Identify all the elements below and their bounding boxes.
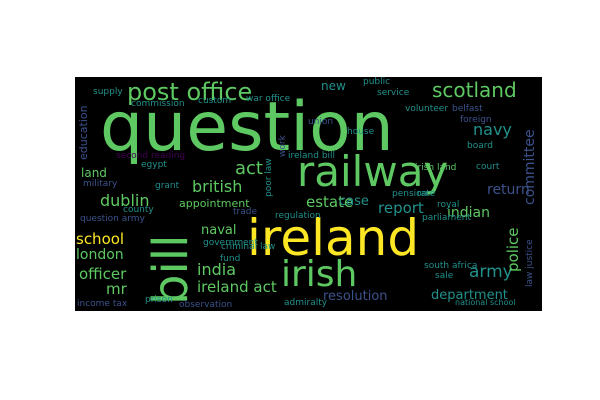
word-post-office: post office bbox=[127, 78, 253, 106]
word-grant: grant bbox=[155, 181, 180, 191]
word-act: act bbox=[235, 158, 263, 179]
word-new: new bbox=[321, 79, 346, 93]
word-public: public bbox=[363, 77, 391, 87]
word-cloud: question ireland railway bill irish post… bbox=[75, 77, 542, 311]
word-south-africa: south africa bbox=[424, 261, 478, 271]
word-poor-law: poor law bbox=[264, 158, 274, 197]
word-second-reading: second reading bbox=[116, 151, 186, 161]
word-government: government bbox=[203, 238, 258, 248]
word-trade: trade bbox=[233, 207, 257, 217]
word-estate: estate bbox=[306, 193, 354, 211]
word-department: department bbox=[431, 288, 508, 303]
word-union: union bbox=[308, 117, 334, 127]
word-report: report bbox=[378, 199, 424, 217]
word-war-office: war office bbox=[246, 94, 291, 104]
word-land: land bbox=[81, 166, 107, 180]
word-egypt: egypt bbox=[141, 160, 167, 170]
word-mr: mr bbox=[106, 280, 127, 298]
word-law-justice: law justice bbox=[525, 239, 535, 287]
word-london: london bbox=[76, 247, 124, 263]
word-house: house bbox=[347, 127, 375, 137]
word-navy: navy bbox=[473, 120, 512, 139]
word-sale: sale bbox=[435, 271, 454, 281]
word-question: question bbox=[100, 88, 394, 167]
word-indian: indian bbox=[447, 205, 490, 221]
word-irish-land: irish land bbox=[415, 163, 457, 173]
word-resolution: resolution bbox=[323, 289, 388, 304]
word-national-school: national school bbox=[455, 298, 516, 307]
word-belfast: belfast bbox=[452, 104, 483, 114]
word-ireland: ireland bbox=[247, 209, 420, 267]
word-fund: fund bbox=[220, 254, 241, 264]
word-rate: rate bbox=[417, 189, 436, 199]
word-volunteer: volunteer bbox=[405, 104, 449, 114]
word-county: county bbox=[123, 205, 154, 215]
word-question-army: question army bbox=[80, 214, 145, 224]
word-naval: naval bbox=[201, 223, 237, 238]
word-officer: officer bbox=[79, 265, 127, 283]
word-appointment: appointment bbox=[179, 197, 250, 210]
word-supply: supply bbox=[93, 87, 123, 97]
word-board: board bbox=[467, 141, 493, 151]
word-school: school bbox=[76, 230, 125, 248]
word-india: india bbox=[197, 260, 236, 279]
word-army: army bbox=[469, 262, 513, 282]
word-criminal-law: criminal law bbox=[221, 242, 276, 252]
word-ireland-act: ireland act bbox=[197, 278, 277, 296]
word-parliament: parliament bbox=[422, 213, 471, 223]
word-regulation: regulation bbox=[275, 211, 321, 221]
word-service: service bbox=[377, 88, 410, 98]
word-commission: commission bbox=[131, 99, 185, 109]
word-return: return bbox=[487, 182, 530, 198]
word-british: british bbox=[192, 177, 243, 196]
word-police: police bbox=[504, 227, 522, 272]
word-military: military bbox=[83, 179, 118, 189]
word-court: court bbox=[476, 162, 500, 172]
word-dublin: dublin bbox=[100, 191, 150, 210]
word-pension: pension bbox=[392, 189, 428, 199]
word-case: case bbox=[339, 194, 369, 209]
word-custom: custom bbox=[198, 96, 232, 106]
word-irish: irish bbox=[281, 254, 358, 295]
word-admiralty: admiralty bbox=[284, 298, 328, 308]
word-work: work bbox=[278, 135, 288, 157]
word-railway: railway bbox=[297, 147, 449, 196]
word-scotland: scotland bbox=[432, 78, 517, 102]
word-ireland-bill: ireland bill bbox=[288, 151, 336, 161]
word-royal: royal bbox=[437, 200, 460, 210]
word-income-tax: income tax bbox=[77, 299, 128, 309]
word-prison: prison bbox=[145, 295, 173, 305]
word-observation: observation bbox=[179, 300, 233, 310]
word-foreign: foreign bbox=[460, 115, 492, 125]
word-education: education bbox=[77, 105, 90, 160]
